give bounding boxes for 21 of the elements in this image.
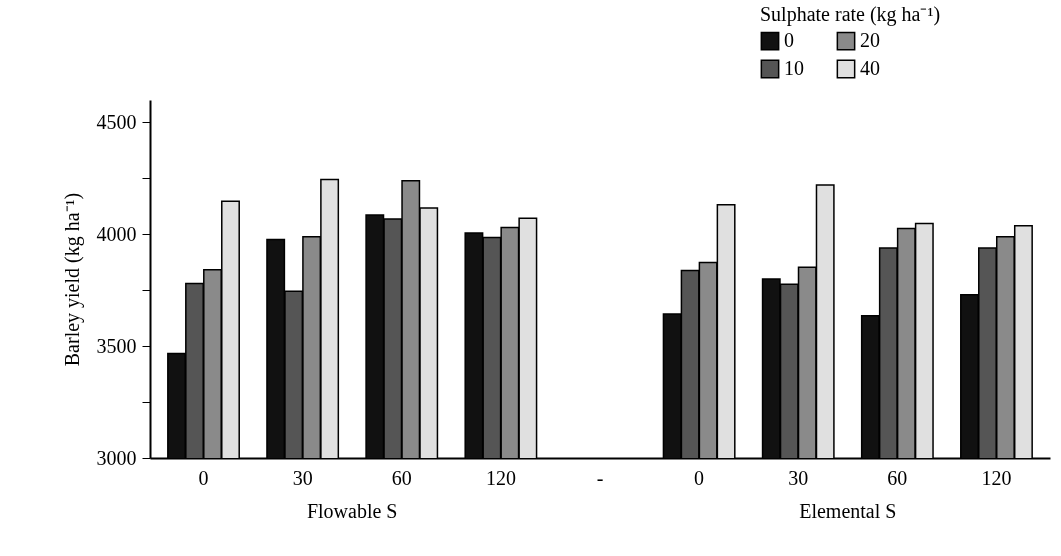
y-tick-label: 4000 (96, 222, 137, 245)
x-tick-label: 120 (485, 466, 516, 489)
x-tick-label: 30 (788, 466, 809, 489)
text: Flowable S (306, 500, 398, 523)
x-tick-label: 60 (887, 466, 908, 489)
legend-label: 0 (784, 29, 794, 52)
x-tick-label: 30 (292, 466, 313, 489)
x-tick-label: 60 (391, 466, 412, 489)
y-tick-label: 3000 (96, 446, 137, 469)
text: Elemental S (799, 500, 897, 523)
x-tick-label: - (596, 466, 604, 489)
legend-label: 40 (860, 57, 880, 79)
y-axis-title: Barley yield (kg ha⁻¹) (60, 192, 84, 367)
y-tick-label: 3500 (96, 334, 137, 357)
legend-title: Sulphate rate (kg ha⁻¹) (760, 3, 941, 26)
x-tick-label: 0 (694, 466, 705, 489)
legend-label: 10 (784, 57, 804, 79)
x-tick-label: 120 (981, 466, 1012, 489)
y-tick-label: 4500 (96, 110, 137, 133)
legend-label: 20 (860, 29, 880, 52)
x-tick-label: 0 (198, 466, 209, 489)
